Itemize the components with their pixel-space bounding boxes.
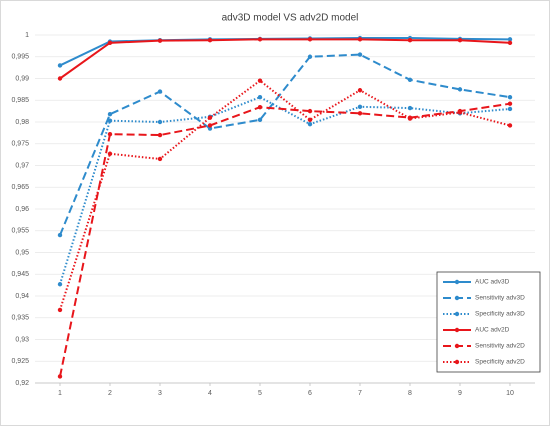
point [407,105,413,111]
point [157,132,163,138]
y-tick-label: 0,97 [15,162,29,169]
legend-marker [454,279,460,285]
x-tick-label: 3 [158,390,162,397]
y-tick-label: 0,99 [15,75,29,82]
point [307,108,313,114]
point [357,88,363,93]
point [107,118,113,123]
point [57,76,63,81]
legend-label: Specificity adv3D [475,311,525,318]
series-line [59,96,511,285]
point [207,126,213,131]
x-tick-label: 9 [458,390,462,397]
point [107,131,113,137]
point [507,40,513,46]
series-line [59,38,511,80]
x-tick-label: 5 [258,390,262,397]
point [157,38,163,43]
y-tick-label: 0,98 [15,119,29,126]
x-tick-label: 10 [506,390,514,397]
point [257,78,263,83]
point [307,54,313,59]
y-tick-label: 0,925 [11,358,29,365]
point [307,121,313,127]
point [57,282,63,287]
x-tick-label: 4 [208,390,212,397]
point [57,374,63,379]
point [57,307,63,313]
x-tick-label: 2 [108,390,112,397]
y-tick-label: 0,965 [11,184,29,191]
point [57,232,63,238]
legend-marker [454,311,460,317]
point [507,101,513,106]
legend-marker [454,295,460,301]
y-tick-label: 1 [25,32,29,39]
point [207,115,213,120]
point [457,38,463,43]
point [157,156,163,162]
series-line [59,102,511,377]
point [257,105,263,110]
legend-label: AUC adv3D [475,279,510,286]
point [257,117,263,123]
legend-box [436,271,541,373]
legend-label: AUC adv2D [475,327,510,334]
point [407,116,413,121]
x-tick-label: 8 [408,390,412,397]
point [507,37,513,42]
y-tick-label: 0,945 [11,271,29,278]
y-tick-label: 0,955 [11,228,29,235]
point [507,123,513,128]
point [257,95,263,100]
point [357,104,363,109]
point [407,77,413,83]
series-line [59,53,511,236]
x-tick-label: 6 [308,390,312,397]
y-tick-label: 0,95 [15,249,29,256]
point [507,95,513,100]
point [357,37,363,42]
point [107,40,113,46]
point [457,87,463,92]
legend-marker [454,343,460,349]
point [157,89,163,94]
point [507,106,513,112]
point [207,123,213,128]
legend-label: Sensitivity adv2D [475,343,525,350]
point [407,38,413,43]
legend-marker [454,327,460,333]
point [57,63,63,68]
y-tick-label: 0,96 [15,206,29,213]
point [207,38,213,43]
chart-title: adv3D model VS adv2D model [222,13,359,24]
point [257,37,263,42]
y-tick-label: 0,94 [15,293,29,300]
series-line [59,79,511,311]
y-tick-label: 0,92 [15,380,29,387]
y-tick-label: 0,975 [11,141,29,148]
point [107,111,113,117]
legend-marker [454,359,460,365]
point [357,111,363,116]
point [457,110,463,115]
point [157,119,163,125]
y-tick-label: 0,93 [15,336,29,343]
x-tick-label: 1 [58,390,62,397]
y-tick-label: 0,995 [11,54,29,61]
y-tick-label: 0,985 [11,97,29,104]
legend-label: Sensitivity adv3D [475,295,525,302]
y-tick-label: 0,935 [11,315,29,322]
legend-label: Specificity adv2D [475,359,525,366]
x-tick-label: 7 [358,390,362,397]
point [307,117,313,123]
point [357,52,363,57]
point [107,151,113,156]
point [307,37,313,42]
